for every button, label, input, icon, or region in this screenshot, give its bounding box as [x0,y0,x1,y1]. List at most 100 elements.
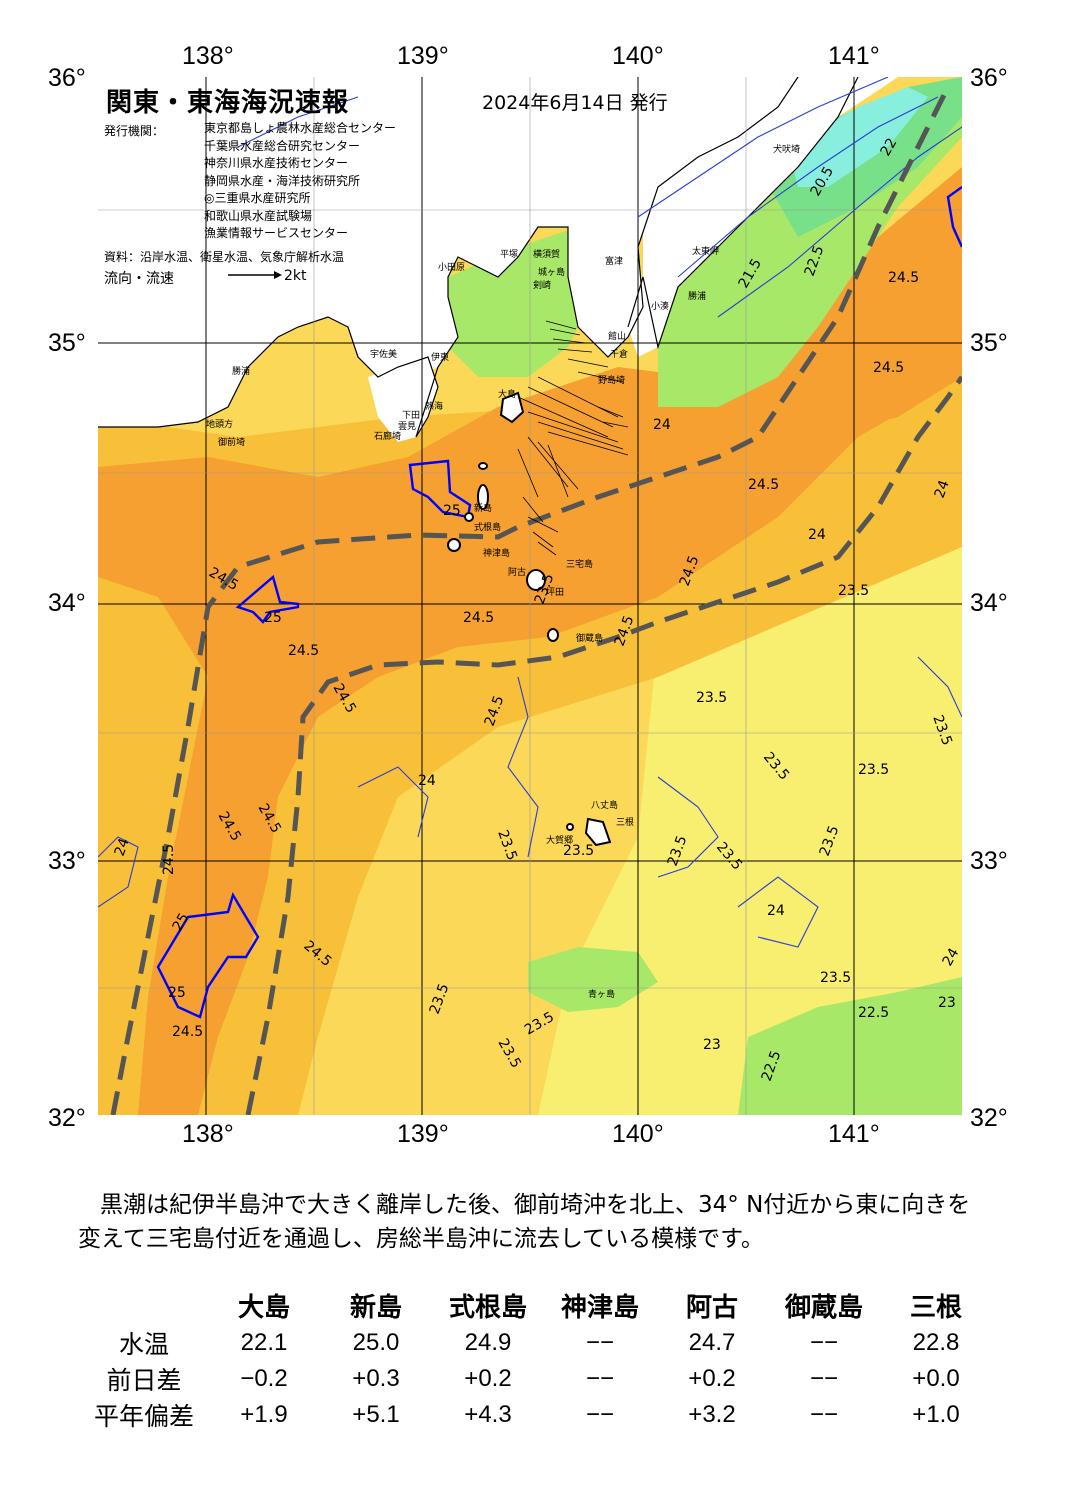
svg-text:23.5: 23.5 [696,690,727,706]
svg-text:平塚: 平塚 [500,249,518,260]
water-zone-24-5-boso [798,197,962,437]
flow-scale-label: 2kt [284,268,307,284]
table-cell: −− [809,1365,839,1392]
lon-label-138: 138° [182,42,234,70]
svg-text:24: 24 [418,773,436,789]
flow-scale-arrow-icon [228,271,282,279]
agency-item: 静岡県水産・海洋技術研究所 [204,173,361,188]
lat-label-33-right: 33° [970,847,1008,875]
isotherm-other [97,76,963,948]
table-cell: 22.8 [912,1329,960,1356]
agency-item: 東京都島しょ農林水産総合センター [204,121,397,135]
svg-text:24.5: 24.5 [463,610,494,626]
land-boso-peninsula [628,77,858,357]
flow-legend-label: 流向・流速 [104,271,174,287]
svg-text:24.5: 24.5 [873,360,904,376]
svg-text:新島: 新島 [474,502,492,514]
table-corner [80,1285,208,1325]
lon-label-141: 141° [828,42,880,70]
svg-text:坪田: 坪田 [546,587,564,598]
svg-text:三根: 三根 [616,816,634,828]
agency-list: 東京都島しょ農林水産総合センター 千葉県水産総合研究センター 神奈川県水産技術セ… [204,120,396,243]
svg-text:神津島: 神津島 [483,547,510,559]
agency-item: 漁業情報サービスセンター [204,226,349,240]
islands [447,391,612,847]
agency-item: 神奈川県水産技術センター [204,156,349,170]
svg-text:地頭方: 地頭方 [206,418,233,430]
svg-text:御蔵島: 御蔵島 [576,632,603,644]
column-header: 式根島 [448,1292,527,1323]
column-header: 三根 [909,1292,962,1323]
summary-paragraph: 黒潮は紀伊半島沖で大きく離岸した後、御前埼沖を北上、34° N付近から東に向きを… [78,1192,971,1252]
svg-text:23: 23 [703,1037,721,1053]
lon-label-141-bottom: 141° [828,1120,880,1148]
svg-text:24.5: 24.5 [172,1024,203,1040]
agency-item: 千葉県水産総合研究センター [204,138,361,153]
row-header: 平年偏差 [93,1402,194,1431]
svg-text:23: 23 [938,995,956,1011]
column-header: 御蔵島 [784,1292,863,1323]
place-names: 犬吠埼 太東岬 勝浦 小湊 館山 千倉 野島埼 富津 横須賀 城ヶ島 剣崎 平塚… [206,143,800,1000]
svg-text:24: 24 [653,417,671,433]
table-cell: +1.0 [912,1401,960,1428]
svg-text:23.5: 23.5 [858,762,889,778]
svg-text:式根島: 式根島 [474,521,501,533]
lat-label-35-right: 35° [970,329,1008,357]
svg-text:御前埼: 御前埼 [218,436,245,448]
svg-text:太東岬: 太東岬 [692,245,719,257]
lon-label-138-bottom: 138° [182,1120,234,1148]
svg-text:25: 25 [443,503,461,519]
lat-label-36-right: 36° [970,64,1008,92]
lon-label-140: 140° [612,42,664,70]
water-zone-21 [788,87,928,187]
table-row: 前日差 −0.2 +0.3 +0.2 −− +0.2 −− +0.0 [80,1361,992,1397]
svg-text:25: 25 [168,985,186,1001]
svg-text:熱海: 熱海 [425,400,443,412]
svg-text:野島埼: 野島埼 [598,374,625,386]
station-temperature-table: 大島 新島 式根島 神津島 阿古 御蔵島 三根 水温 22.1 25.0 24.… [80,1285,992,1433]
sea-temperature-map: 犬吠埼 太東岬 勝浦 小湊 館山 千倉 野島埼 富津 横須賀 城ヶ島 剣崎 平塚… [97,76,965,1116]
table-cell: −− [809,1401,839,1428]
svg-text:剣崎: 剣崎 [533,279,551,291]
svg-text:25: 25 [170,911,193,934]
svg-text:24: 24 [808,527,826,543]
table-cell: 24.9 [464,1329,512,1356]
table-header-row: 大島 新島 式根島 神津島 阿古 御蔵島 三根 [80,1285,992,1325]
table-cell: 25.0 [352,1329,400,1356]
lat-label-34-left: 34° [48,589,86,617]
svg-text:小湊: 小湊 [651,300,669,312]
agency-item: ◎三重県水産研究所 [204,191,311,205]
table-cell: −− [585,1401,615,1428]
table-cell: +0.2 [464,1365,512,1392]
table-cell: −− [585,1329,615,1356]
land-choshi [778,77,962,137]
svg-text:24.5: 24.5 [288,643,319,659]
svg-text:青ヶ島: 青ヶ島 [588,988,615,1000]
column-header: 神津島 [560,1292,639,1323]
kuroshio-axis [110,85,965,1116]
table-cell: +5.1 [352,1401,400,1428]
lat-label-36-left: 36° [48,64,86,92]
svg-text:千倉: 千倉 [610,348,628,360]
table-cell: +0.3 [352,1365,400,1392]
svg-text:宇佐美: 宇佐美 [370,348,397,360]
svg-text:雲見: 雲見 [398,421,416,432]
svg-text:大島: 大島 [498,388,516,400]
table-cell: −− [809,1329,839,1356]
column-header: 大島 [237,1292,290,1323]
data-source: 資料：沿岸水温、衛星水温、気象庁解析水温 [104,250,345,264]
row-header: 前日差 [106,1366,182,1395]
svg-text:犬吠埼: 犬吠埼 [773,143,800,155]
land-honshu [98,77,788,427]
table-cell: −− [585,1365,615,1392]
svg-text:横須賀: 横須賀 [533,248,560,260]
svg-text:23.5: 23.5 [820,970,851,986]
svg-text:25: 25 [264,610,282,626]
graticule-minor [98,77,962,1115]
row-header: 水温 [118,1330,169,1359]
table-cell: +1.9 [240,1401,288,1428]
lat-label-32-right: 32° [970,1104,1008,1132]
svg-text:小田原: 小田原 [438,262,465,273]
summary-text: 黒潮は紀伊半島沖で大きく離岸した後、御前埼沖を北上、34° N付近から東に向きを… [78,1188,988,1256]
svg-text:城ヶ島: 城ヶ島 [538,266,565,278]
